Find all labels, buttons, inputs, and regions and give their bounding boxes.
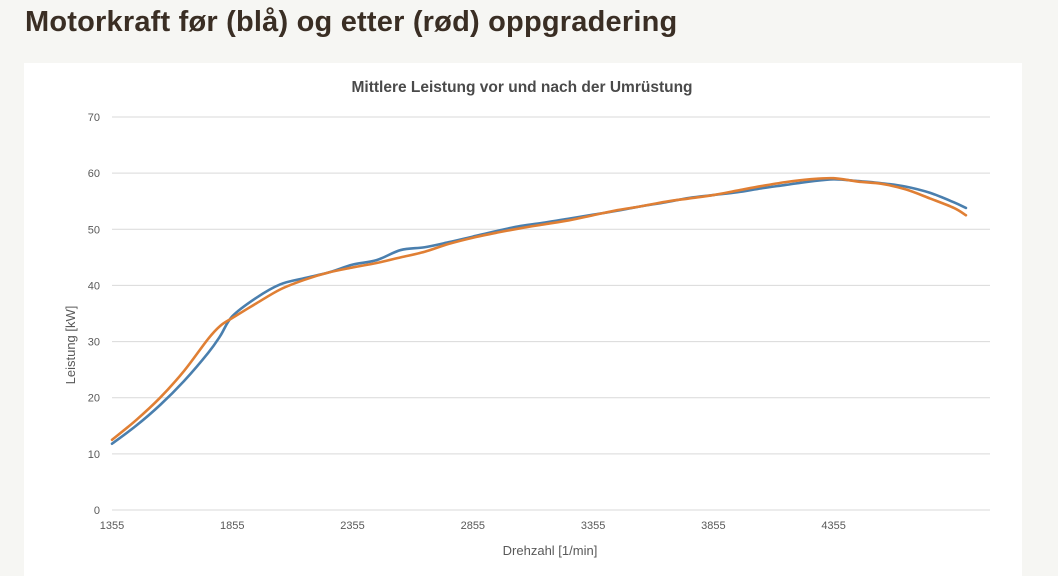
x-tick-label: 1355: [100, 520, 124, 532]
series-line-after: [110, 176, 968, 442]
series-line-before: [110, 178, 968, 446]
x-axis-label: Drehzahl [1/min]: [503, 543, 598, 558]
x-axis-tick-labels: 1355 1855 2355 2855 3355 3855 4355: [100, 520, 846, 532]
series-lines: [110, 176, 968, 446]
y-tick-label: 40: [88, 280, 100, 292]
page-title: Motorkraft før (blå) og etter (rød) oppg…: [25, 6, 678, 38]
y-tick-label: 20: [88, 393, 100, 405]
x-tick-label: 4355: [821, 520, 845, 532]
x-tick-label: 1855: [220, 520, 244, 532]
grid-lines: [112, 116, 990, 511]
y-tick-label: 60: [88, 168, 100, 180]
y-axis-tick-labels: 0 10 20 30 40 50 60 70: [88, 112, 100, 517]
x-tick-label: 2355: [340, 520, 364, 532]
y-tick-label: 50: [88, 224, 100, 236]
chart-panel: Mittlere Leistung vor und nach der Umrüs…: [24, 63, 1022, 576]
line-chart: Mittlere Leistung vor und nach der Umrüs…: [63, 79, 990, 558]
x-tick-label: 3355: [581, 520, 605, 532]
x-tick-label: 2855: [461, 520, 485, 532]
chart-title: Mittlere Leistung vor und nach der Umrüs…: [351, 79, 692, 96]
y-tick-label: 70: [88, 112, 100, 124]
y-tick-label: 0: [94, 505, 100, 517]
y-tick-label: 10: [88, 449, 100, 461]
y-axis-label: Leistung [kW]: [63, 306, 78, 385]
x-tick-label: 3855: [701, 520, 725, 532]
y-tick-label: 30: [88, 337, 100, 349]
